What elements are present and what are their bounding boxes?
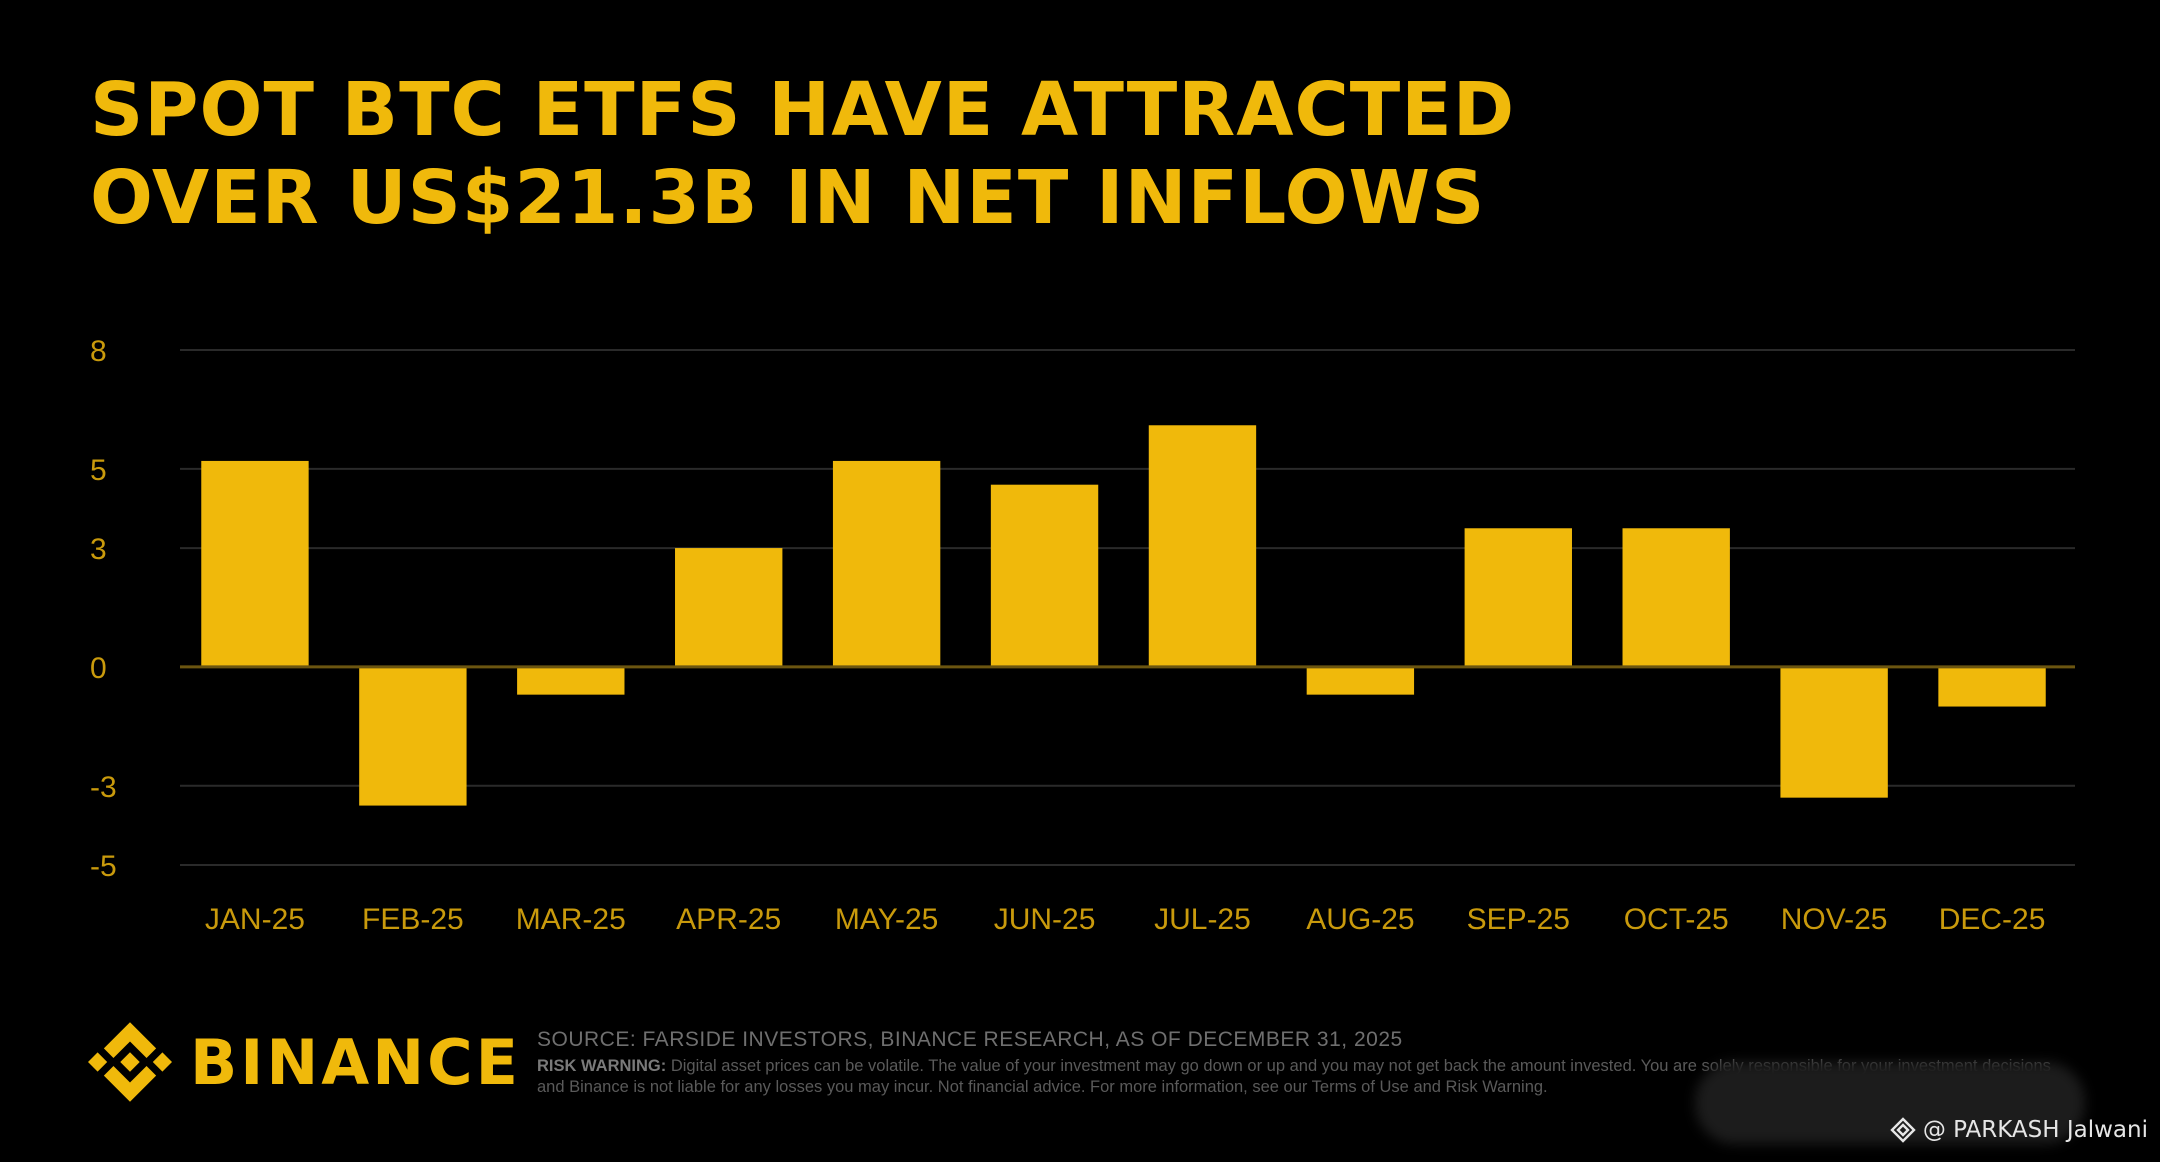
y-tick-label: 8 xyxy=(90,335,107,368)
x-axis-ticks: JAN-25 FEB-25 MAR-25 APR-25 MAY-25 JUN-25 JUL-… xyxy=(205,903,2045,936)
watermark: @ PARKASH Jalwani xyxy=(1889,1116,2148,1144)
y-tick-label: -5 xyxy=(90,850,117,883)
x-tick-label: JUN-25 xyxy=(994,903,1096,936)
bar xyxy=(517,666,625,695)
x-tick-label: AUG-25 xyxy=(1306,903,1414,936)
x-tick-label: DEC-25 xyxy=(1939,903,2046,936)
bar xyxy=(1306,666,1415,695)
bar xyxy=(1622,528,1730,667)
binance-square-icon xyxy=(1890,1117,1916,1143)
binance-logo-icon xyxy=(88,1022,172,1102)
x-tick-label: JAN-25 xyxy=(205,903,305,936)
bar xyxy=(990,484,1099,667)
risk-warning-label: RISK WARNING: xyxy=(537,1057,667,1075)
chart-title-line-2: OVER US$21.3B IN NET INFLOWS xyxy=(90,155,1486,241)
risk-warning-text: Digital asset prices can be volatile. Th… xyxy=(537,1057,2051,1096)
chart-title: SPOT BTC ETFS HAVE ATTRACTED OVER US$21.… xyxy=(90,66,1515,242)
chart-title-line-1: SPOT BTC ETFS HAVE ATTRACTED xyxy=(90,67,1516,153)
x-tick-label: FEB-25 xyxy=(362,903,464,936)
bar xyxy=(1464,528,1572,667)
gridlines xyxy=(180,349,2075,866)
bar xyxy=(1938,666,2046,707)
bar xyxy=(201,460,309,667)
x-tick-label: NOV-25 xyxy=(1781,903,1888,936)
brand-name: BINANCE xyxy=(190,1025,521,1099)
x-tick-label: MAY-25 xyxy=(835,903,938,936)
redaction-smudge xyxy=(1695,1062,2085,1144)
bar xyxy=(1148,425,1257,667)
risk-warning: RISK WARNING: Digital asset prices can b… xyxy=(537,1056,2077,1098)
source-note: SOURCE: FARSIDE INVESTORS, BINANCE RESEA… xyxy=(537,1028,1403,1051)
y-axis-ticks: 8 5 3 0 -3 -5 xyxy=(90,335,117,883)
y-tick-label: 5 xyxy=(90,454,107,487)
bars xyxy=(201,425,2046,806)
watermark-text: @ PARKASH Jalwani xyxy=(1922,1117,2148,1143)
bar xyxy=(1780,666,1888,798)
y-tick-label: 3 xyxy=(90,533,107,566)
bar xyxy=(675,548,783,667)
x-tick-label: OCT-25 xyxy=(1624,903,1729,936)
binance-brand: BINANCE xyxy=(88,1020,521,1104)
x-tick-label: APR-25 xyxy=(676,903,781,936)
x-tick-label: JUL-25 xyxy=(1154,903,1251,936)
x-tick-label: SEP-25 xyxy=(1467,903,1570,936)
bar xyxy=(359,666,467,806)
bar xyxy=(832,460,941,667)
y-tick-label: 0 xyxy=(90,652,107,685)
x-tick-label: MAR-25 xyxy=(516,903,626,936)
y-tick-label: -3 xyxy=(90,771,117,804)
